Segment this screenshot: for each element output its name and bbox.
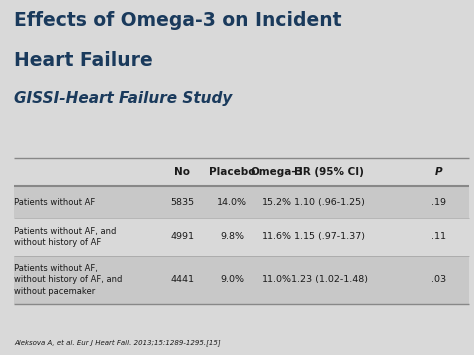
Bar: [14, 256, 469, 304]
Text: 11.6%: 11.6%: [262, 233, 292, 241]
Bar: [14, 186, 469, 218]
Text: Placebo: Placebo: [209, 167, 255, 177]
Text: Omega-3: Omega-3: [251, 167, 304, 177]
Text: 5835: 5835: [171, 198, 194, 207]
Bar: [14, 158, 469, 186]
Text: 1.15 (.97-1.37): 1.15 (.97-1.37): [294, 233, 365, 241]
Text: 4991: 4991: [171, 233, 194, 241]
Text: .03: .03: [431, 275, 446, 284]
Text: Aleksova A, et al. Eur J Heart Fail. 2013;15:1289-1295.[15]: Aleksova A, et al. Eur J Heart Fail. 201…: [14, 339, 221, 346]
Text: HR (95% CI): HR (95% CI): [294, 167, 365, 177]
Text: .19: .19: [431, 198, 446, 207]
Text: 4441: 4441: [171, 275, 194, 284]
Text: No: No: [174, 167, 191, 177]
Text: 1.23 (1.02-1.48): 1.23 (1.02-1.48): [291, 275, 368, 284]
Text: 9.8%: 9.8%: [220, 233, 244, 241]
Bar: [14, 218, 469, 256]
Text: 14.0%: 14.0%: [217, 198, 247, 207]
Text: Patients without AF, and
without history of AF: Patients without AF, and without history…: [14, 227, 117, 247]
Text: .11: .11: [431, 233, 446, 241]
Text: P: P: [435, 167, 442, 177]
Text: 9.0%: 9.0%: [220, 275, 244, 284]
Text: Patients without AF: Patients without AF: [14, 198, 95, 207]
Text: 11.0%: 11.0%: [262, 275, 292, 284]
Text: GISSI-Heart Failure Study: GISSI-Heart Failure Study: [14, 91, 233, 105]
Text: 15.2%: 15.2%: [262, 198, 292, 207]
Text: 1.10 (.96-1.25): 1.10 (.96-1.25): [294, 198, 365, 207]
Text: Effects of Omega-3 on Incident: Effects of Omega-3 on Incident: [14, 11, 342, 30]
Text: Patients without AF,
without history of AF, and
without pacemaker: Patients without AF, without history of …: [14, 264, 123, 295]
Text: Heart Failure: Heart Failure: [14, 51, 153, 71]
